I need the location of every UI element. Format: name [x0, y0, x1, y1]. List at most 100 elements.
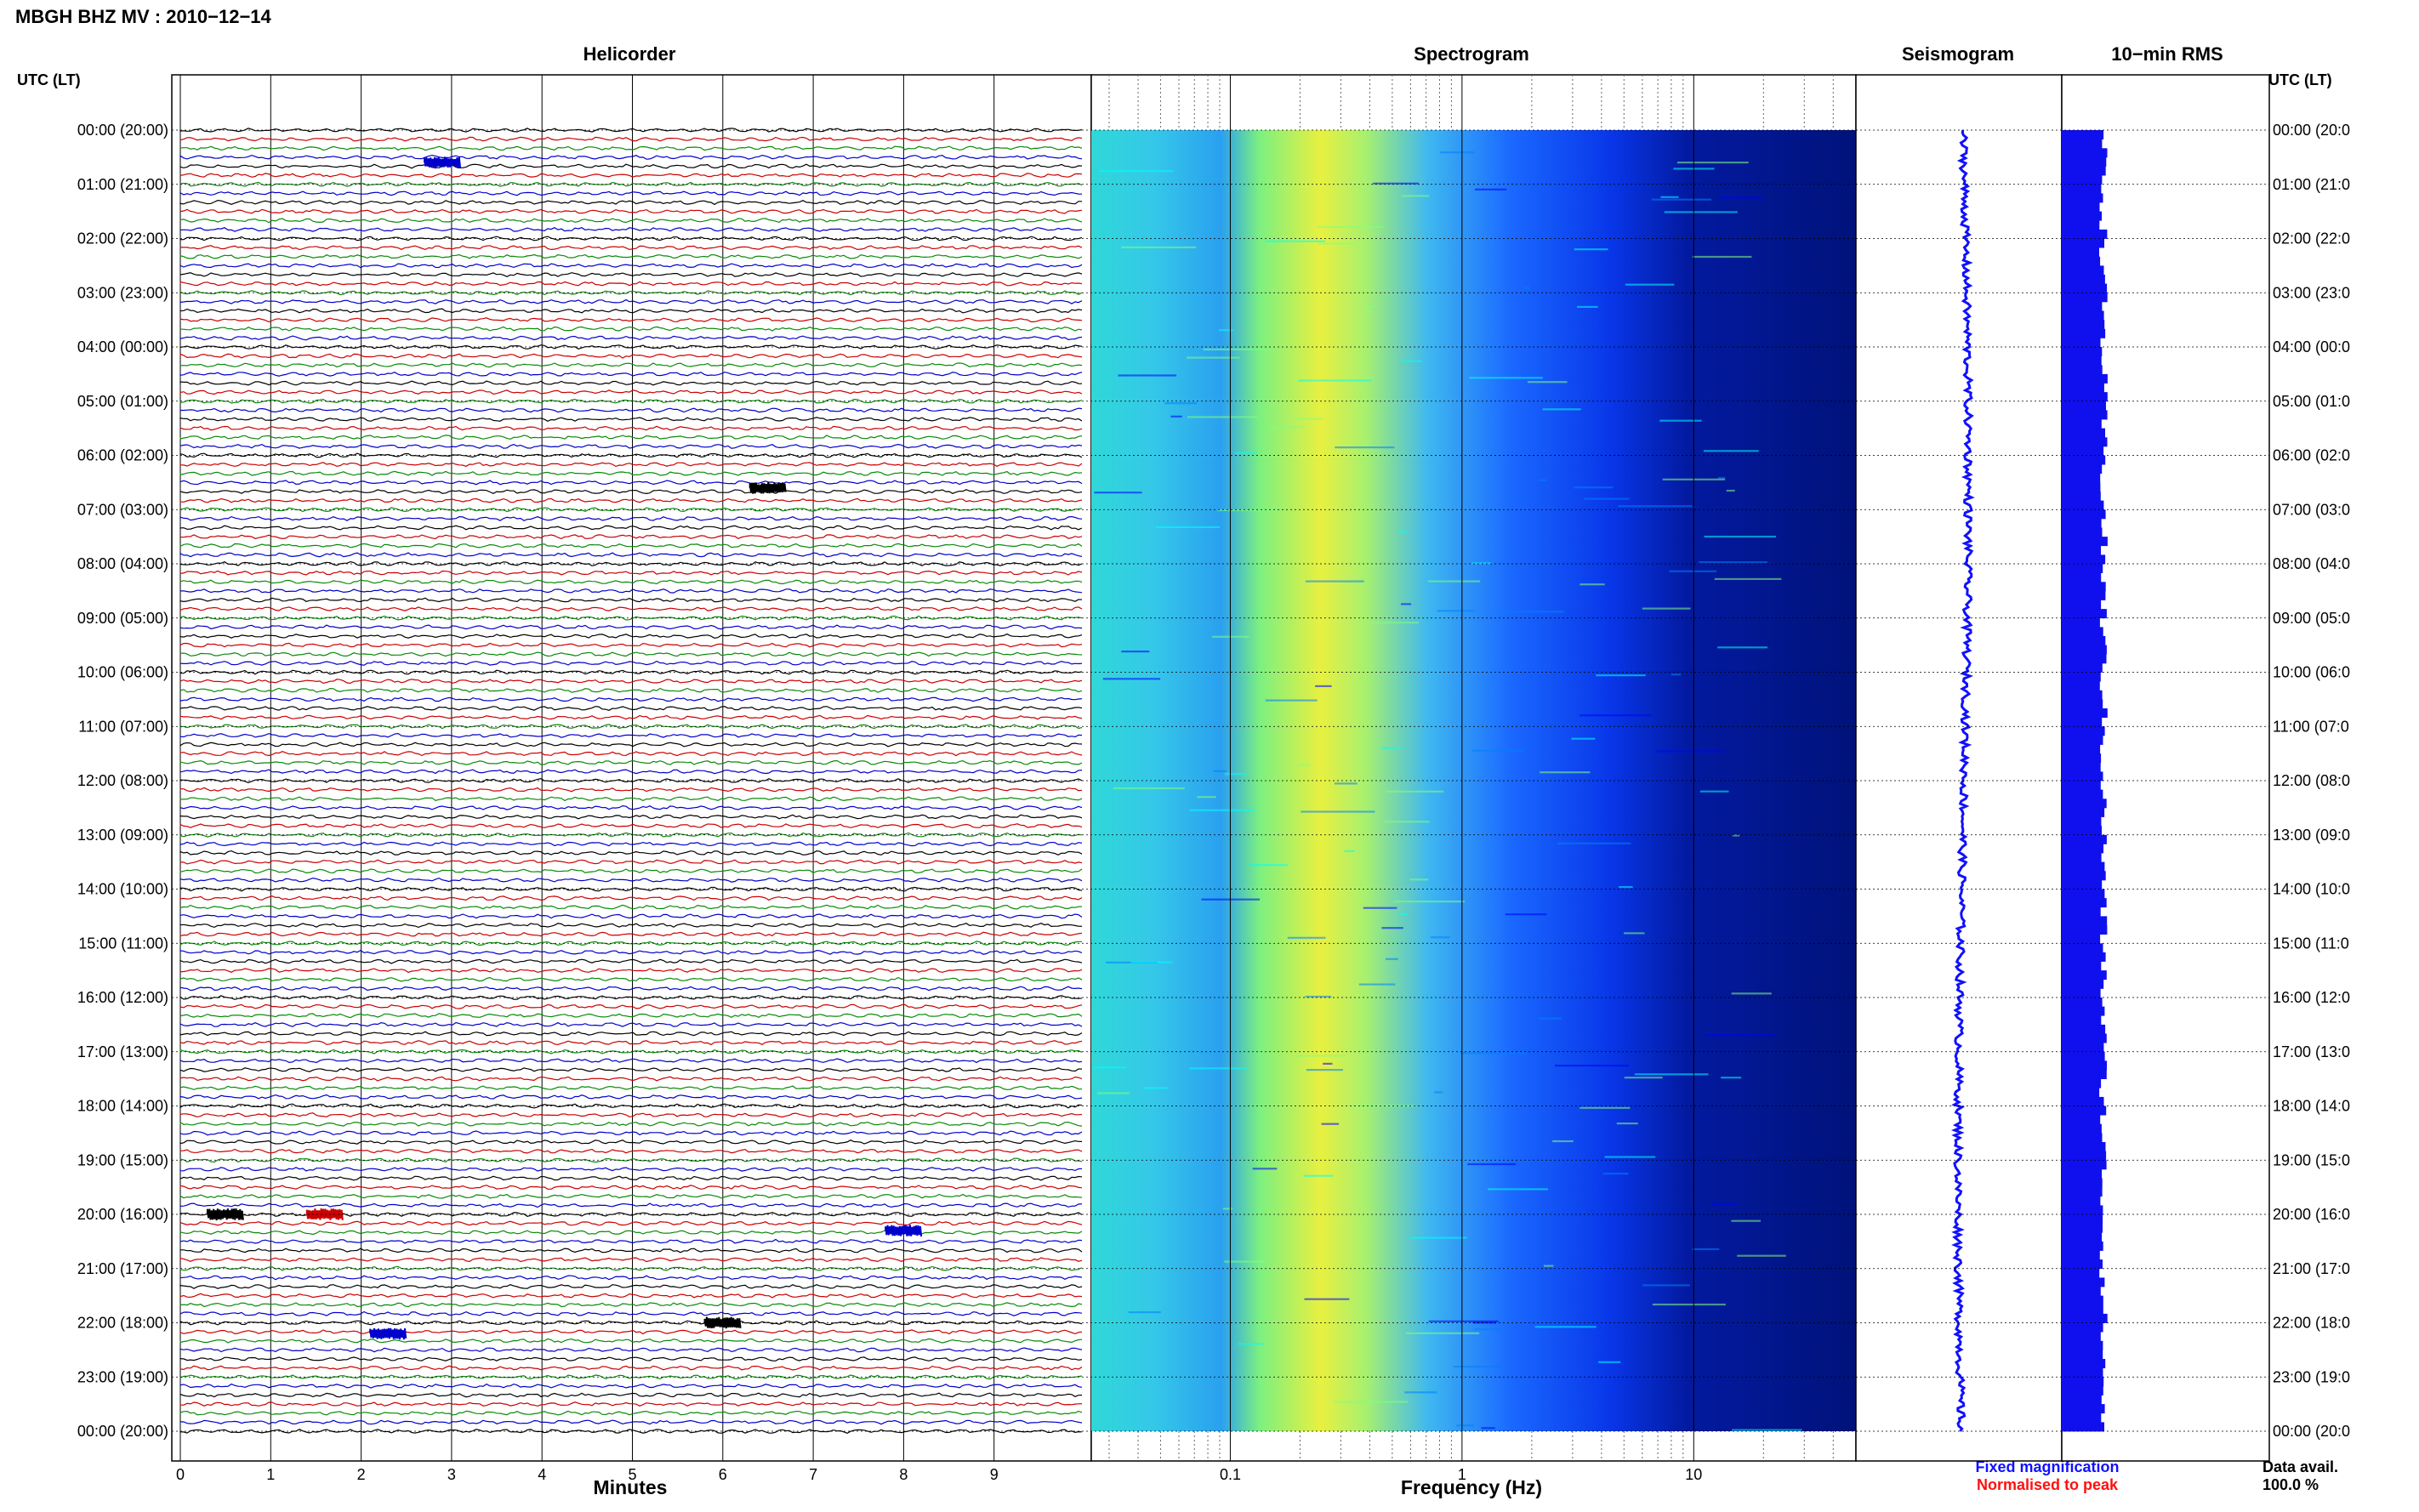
helicorder-trace — [179, 986, 1083, 992]
helicorder-trace — [179, 298, 1083, 304]
helicorder-panel-title: Helicorder — [583, 43, 676, 65]
hour-label-left: 09:00 (05:00) — [77, 610, 168, 627]
helicorder-event — [305, 1208, 344, 1220]
rms-bar — [2062, 582, 2106, 592]
spectrogram-streak — [1363, 907, 1397, 909]
hour-label-left: 14:00 (10:00) — [77, 881, 168, 898]
hour-label-right: 21:00 (17:0 — [2273, 1260, 2350, 1277]
rms-bar — [2062, 853, 2102, 862]
hour-labels: 00:00 (20:00) 00:00 (20:0 01:00 (21:00) 01:… — [77, 122, 2350, 1440]
rms-bar — [2062, 1214, 2103, 1224]
spectrogram-streak — [1334, 1401, 1408, 1403]
rms-bar — [2062, 1133, 2103, 1143]
helicorder-trace — [179, 263, 1083, 269]
helicorder-trace — [179, 435, 1083, 441]
helicorder-trace — [179, 796, 1083, 802]
spectrogram-streak — [1189, 1067, 1248, 1070]
rms-bar — [2062, 492, 2101, 501]
helicorder-event — [885, 1225, 923, 1237]
rms-bar — [2062, 572, 2102, 583]
rms-bar — [2062, 672, 2101, 682]
helicorder-trace — [179, 642, 1083, 648]
spectrogram-streak — [1373, 182, 1419, 185]
rms-bar — [2062, 1250, 2100, 1260]
spectrogram-streak — [1305, 580, 1364, 583]
hour-label-left: 15:00 (11:00) — [78, 935, 168, 952]
spectrogram-streak — [1321, 1123, 1340, 1125]
spectrogram-streak — [1456, 1424, 1475, 1427]
rms-bar — [2062, 175, 2103, 185]
helicorder-trace — [179, 751, 1083, 757]
spectrogram-streak — [1203, 348, 1271, 350]
spectrogram-streak — [1164, 402, 1197, 405]
spectrogram-streak — [1187, 356, 1240, 359]
rms-bar — [2062, 1205, 2103, 1215]
helicorder-trace — [179, 588, 1083, 594]
rms-bar — [2062, 1259, 2103, 1270]
rms-bar — [2062, 662, 2103, 673]
rms-bar — [2062, 998, 2103, 1007]
helicorder-trace — [179, 1392, 1083, 1398]
helicorder-trace — [179, 1419, 1083, 1425]
helicorder-trace — [179, 633, 1083, 639]
spectrogram-streak — [1287, 936, 1326, 939]
rms-bar — [2062, 1295, 2103, 1305]
spectrogram-streak — [1306, 1069, 1343, 1071]
spectrogram-streak — [1557, 842, 1631, 844]
hour-label-left: 18:00 (14:00) — [77, 1098, 168, 1115]
helicorder-trace — [179, 777, 1083, 783]
helicorder-trace — [179, 976, 1083, 982]
helicorder-trace — [179, 1021, 1083, 1027]
rms-bar — [2062, 952, 2106, 962]
rms-bar — [2062, 419, 2102, 429]
spectrogram-streak — [1265, 699, 1318, 702]
spectrogram-streak — [1732, 1429, 1802, 1431]
spectrogram-streak — [1699, 561, 1768, 564]
helicorder-trace — [179, 651, 1083, 657]
helicorder-trace — [179, 425, 1083, 431]
rms-bar — [2062, 1223, 2103, 1233]
rms-bar — [2062, 410, 2108, 420]
spectrogram-streak — [1552, 1140, 1574, 1143]
rms-bar — [2062, 961, 2102, 971]
helicorder-trace — [179, 687, 1083, 693]
rms-bar — [2062, 681, 2100, 691]
helicorder-trace — [179, 1320, 1083, 1326]
minute-tick-label: 5 — [628, 1466, 636, 1483]
helicorder-trace — [179, 570, 1083, 576]
spectrogram-streak — [1619, 886, 1633, 889]
spectrogram-streak — [1128, 1311, 1161, 1314]
rms-bar — [2062, 537, 2108, 547]
spectrogram-streak — [1404, 1391, 1437, 1394]
rms-bar — [2062, 428, 2105, 438]
minutes-axis-label: Minutes — [594, 1476, 668, 1498]
legend-fixed-magnification: Fixed magnification — [1975, 1458, 2119, 1475]
spectrogram-streak — [1121, 651, 1150, 653]
rms-bar — [2062, 455, 2106, 465]
hour-label-right: 04:00 (00:0 — [2273, 338, 2350, 355]
spectrogram-streak — [1225, 773, 1247, 776]
rms-bar — [2062, 509, 2106, 520]
helicorder-trace — [179, 227, 1083, 232]
spectrogram-streak — [1093, 1066, 1127, 1069]
spectrogram-streak — [1604, 1156, 1656, 1158]
rms-bar — [2062, 1142, 2106, 1151]
helicorder-trace — [179, 163, 1083, 169]
spectrogram-streak — [1303, 1174, 1334, 1177]
helicorder-trace — [179, 380, 1083, 386]
helicorder-trace — [179, 1031, 1083, 1037]
spectrogram-streak — [1301, 810, 1375, 813]
rms-bar — [2062, 464, 2103, 475]
rms-bar — [2062, 1395, 2102, 1405]
rms-bar — [2062, 1377, 2104, 1387]
helicorder-trace — [179, 949, 1083, 955]
helicorder-trace — [179, 1356, 1083, 1361]
hour-label-right: 07:00 (03:0 — [2273, 501, 2350, 518]
rms-bar — [2062, 1060, 2107, 1071]
spectrogram-streak — [1528, 381, 1568, 384]
hour-label-left: 21:00 (17:00) — [77, 1260, 168, 1277]
spectrogram-streak — [1471, 749, 1524, 752]
helicorder-trace — [179, 804, 1083, 810]
helicorder-trace — [179, 759, 1083, 765]
